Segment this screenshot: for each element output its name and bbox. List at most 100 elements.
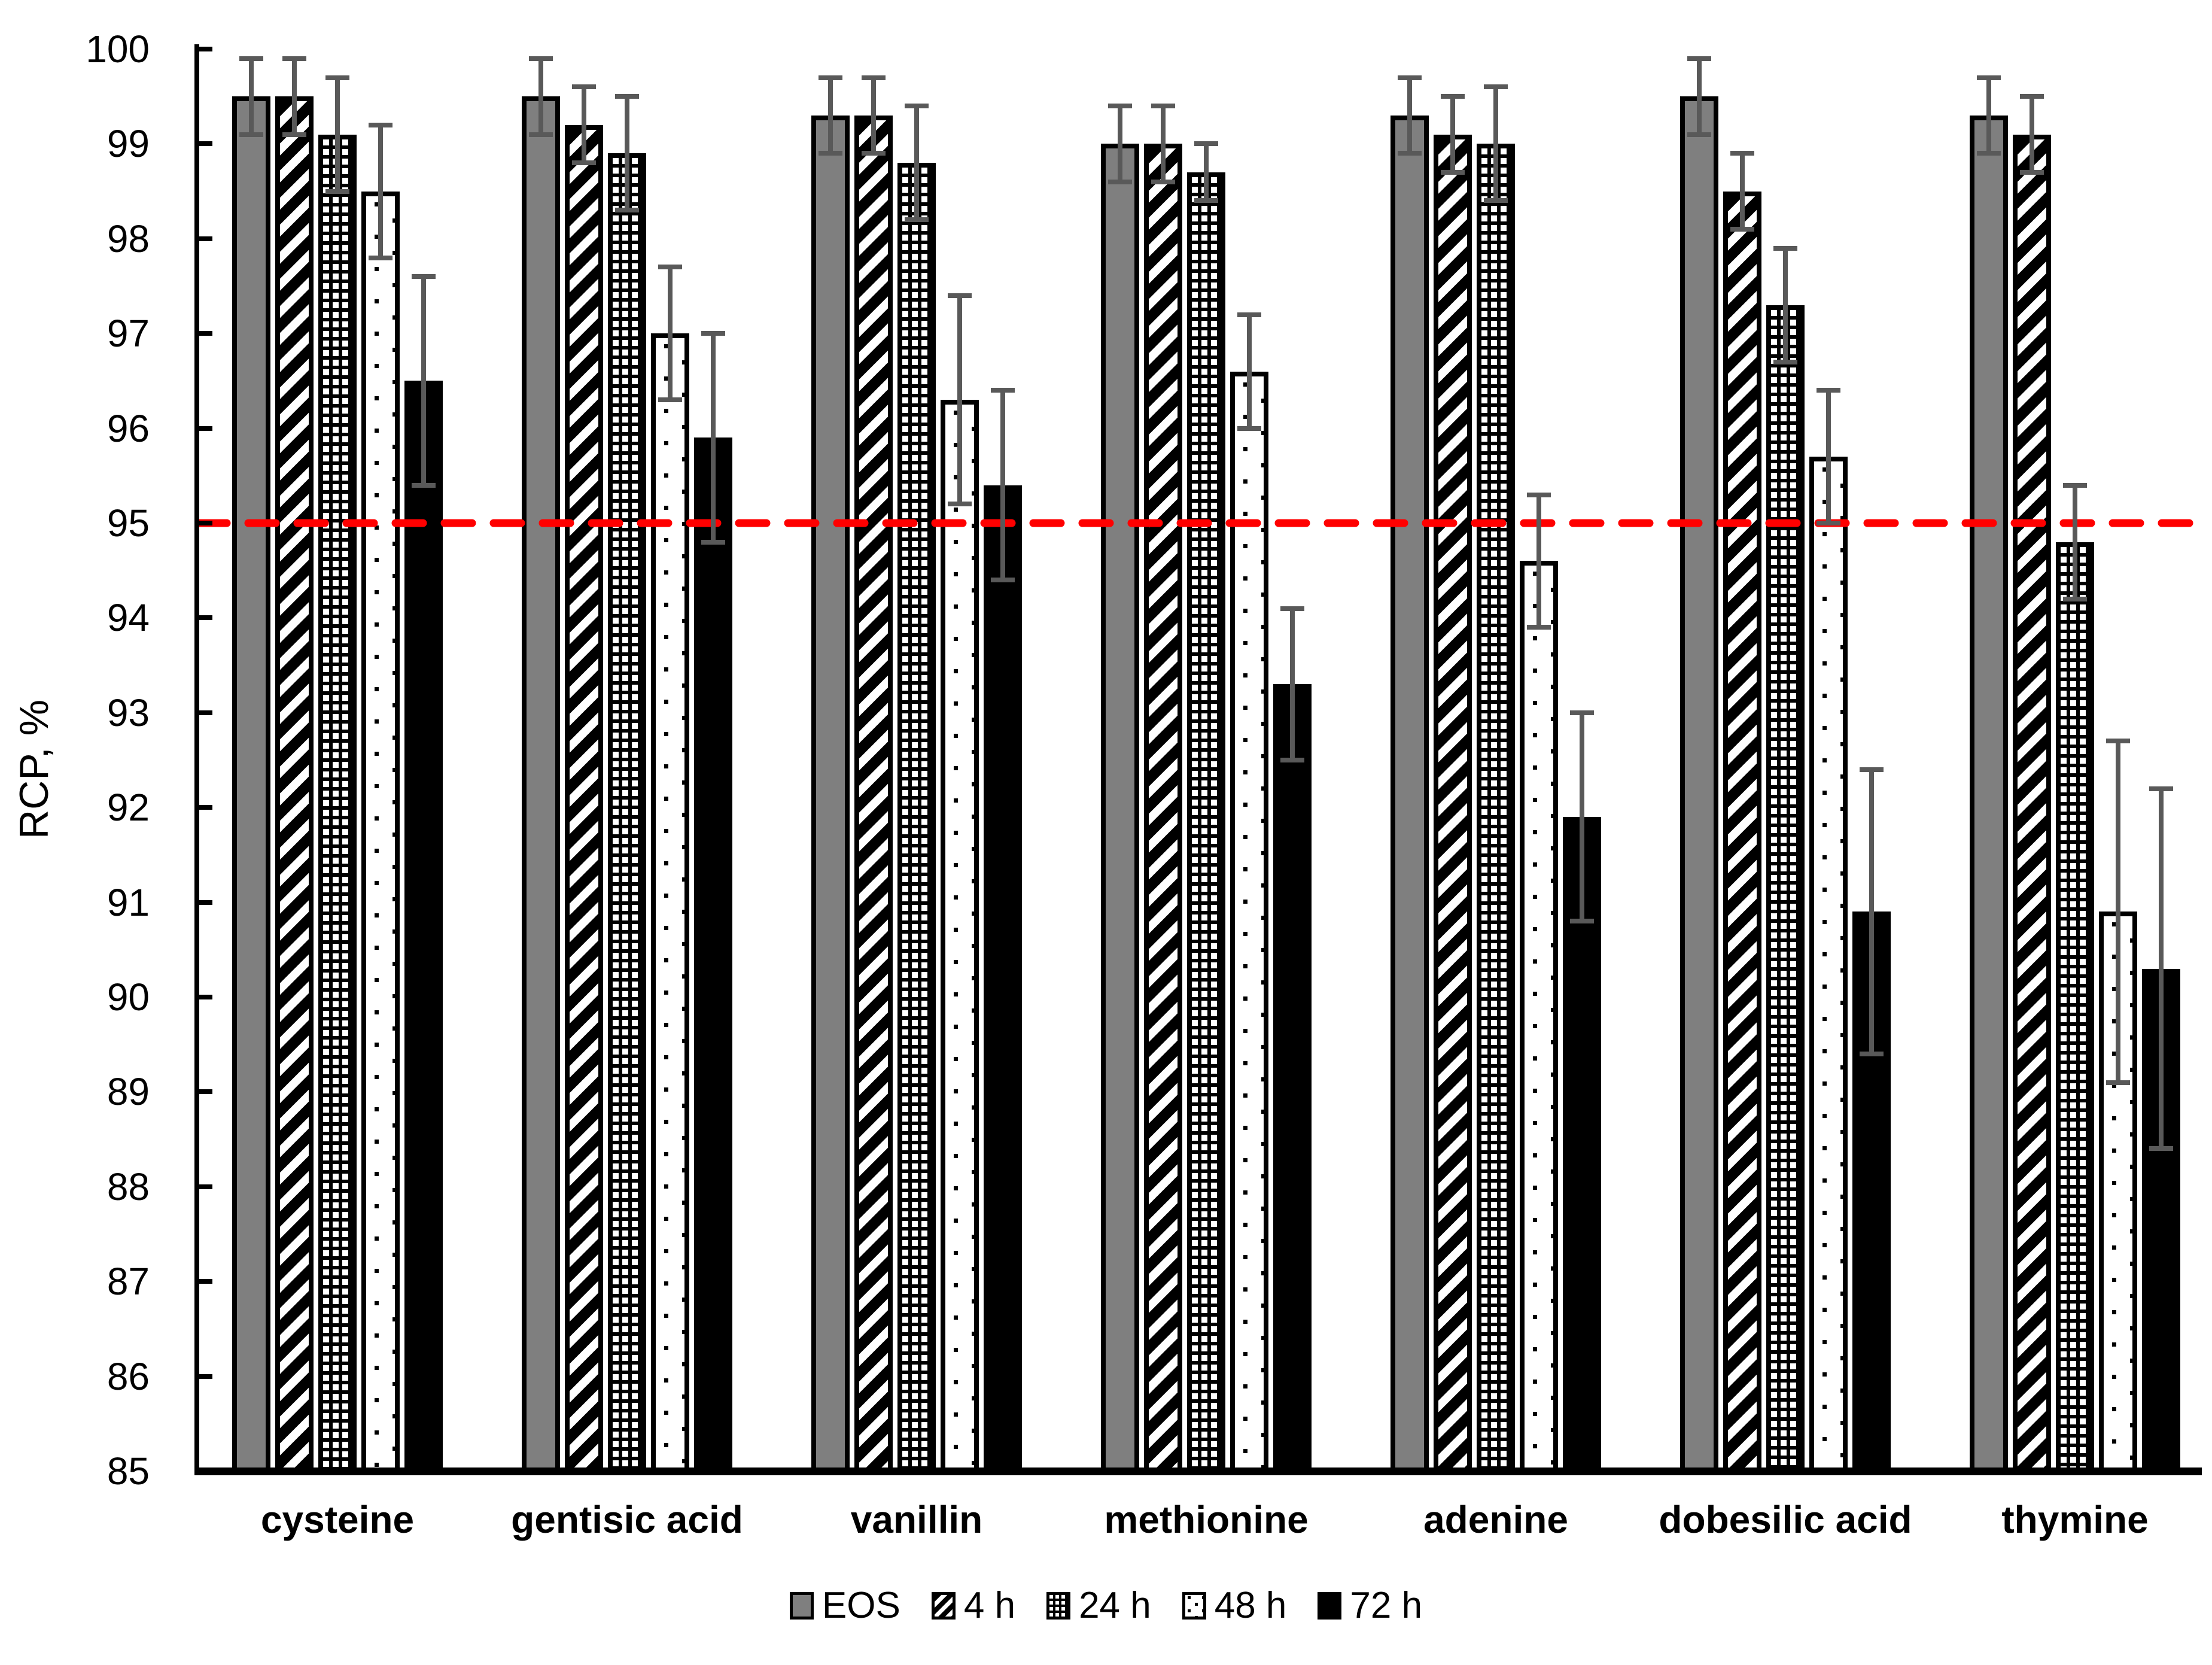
error-bar-stem-72-h-vanillin: [1000, 390, 1005, 580]
bar-4-h-dobesilic-acid: [1723, 191, 1761, 1473]
error-bar-cap-top-4-h-gentisic-acid: [572, 84, 596, 90]
error-bar-cap-bottom-eos-methionine: [1108, 179, 1132, 184]
y-tick-label-88: 88: [107, 1165, 150, 1208]
bar-4-h-adenine: [1434, 134, 1472, 1473]
error-bar-cap-bottom-24-h-cysteine: [325, 189, 349, 194]
bar-72-h-vanillin: [984, 485, 1022, 1473]
error-bar-stem-72-h-adenine: [1580, 712, 1584, 922]
error-bar-cap-bottom-eos-gentisic-acid: [529, 132, 553, 137]
error-bar-cap-top-72-h-methionine: [1280, 606, 1304, 611]
y-axis-title: RCP, %: [11, 699, 57, 839]
bar-24-h-methionine: [1187, 172, 1225, 1473]
error-bar-stem-4-h-adenine: [1450, 96, 1455, 172]
error-bar-cap-top-eos-adenine: [1398, 75, 1422, 80]
legend-label-24-h: 24 h: [1079, 1585, 1151, 1626]
error-bar-cap-bottom-72-h-methionine: [1280, 758, 1304, 762]
error-bar-cap-top-72-h-gentisic-acid: [701, 331, 725, 336]
error-bar-cap-top-eos-thymine: [1977, 75, 2001, 80]
y-tick-mark-87: [199, 1279, 212, 1284]
legend-swatch-eos-icon: [789, 1592, 814, 1620]
y-tick-mark-100: [199, 47, 212, 51]
error-bar-cap-top-72-h-vanillin: [991, 388, 1015, 393]
bar-24-h-dobesilic-acid: [1766, 305, 1805, 1473]
error-bar-stem-48-h-dobesilic-acid: [1826, 390, 1831, 523]
bar-eos-methionine: [1101, 144, 1139, 1473]
y-tick-mark-90: [199, 995, 212, 999]
error-bar-cap-bottom-4-h-gentisic-acid: [572, 160, 596, 166]
error-bar-cap-bottom-4-h-cysteine: [282, 132, 306, 137]
legend-swatch-48-h-icon: [1182, 1592, 1206, 1620]
error-bar-cap-bottom-48-h-dobesilic-acid: [1817, 521, 1840, 525]
bar-eos-thymine: [1970, 115, 2008, 1473]
error-bar-cap-top-48-h-adenine: [1527, 492, 1551, 497]
y-tick-mark-93: [199, 710, 212, 715]
error-bar-cap-top-72-h-cysteine: [412, 274, 436, 279]
error-bar-cap-bottom-eos-cysteine: [239, 132, 263, 137]
error-bar-cap-top-48-h-vanillin: [948, 293, 972, 298]
error-bar-stem-eos-adenine: [1407, 77, 1412, 154]
legend-item-72-h: 72 h: [1318, 1587, 1422, 1624]
error-bar-stem-eos-vanillin: [828, 77, 833, 154]
error-bar-cap-bottom-4-h-methionine: [1151, 179, 1175, 184]
bar-4-h-cysteine: [275, 96, 314, 1473]
bar-48-h-vanillin: [941, 400, 979, 1473]
error-bar-cap-top-24-h-vanillin: [905, 104, 929, 108]
error-bar-cap-bottom-24-h-adenine: [1484, 198, 1508, 203]
error-bar-cap-bottom-4-h-thymine: [2020, 169, 2044, 175]
bar-24-h-gentisic-acid: [608, 153, 646, 1473]
error-bar-cap-bottom-72-h-adenine: [1570, 919, 1594, 924]
bar-48-h-gentisic-acid: [651, 333, 689, 1473]
error-bar-stem-24-h-gentisic-acid: [625, 96, 629, 211]
error-bar-cap-top-24-h-gentisic-acid: [615, 94, 639, 99]
error-bar-cap-top-eos-gentisic-acid: [529, 56, 553, 61]
error-bar-cap-bottom-24-h-methionine: [1194, 198, 1218, 203]
y-tick-label-85: 85: [107, 1450, 150, 1493]
error-bar-cap-bottom-48-h-adenine: [1527, 625, 1551, 630]
y-tick-label-91: 91: [107, 880, 150, 924]
legend-item-24-h: 24 h: [1046, 1587, 1151, 1624]
bar-24-h-cysteine: [318, 134, 357, 1473]
bar-72-h-gentisic-acid: [694, 437, 732, 1473]
error-bar-cap-bottom-eos-dobesilic-acid: [1687, 132, 1711, 137]
y-tick-label-98: 98: [107, 217, 150, 260]
legend-item-48-h: 48 h: [1182, 1587, 1286, 1624]
error-bar-stem-72-h-cysteine: [421, 277, 426, 485]
error-bar-cap-top-eos-vanillin: [819, 75, 842, 80]
bar-eos-vanillin: [811, 115, 850, 1473]
bar-48-h-cysteine: [361, 191, 400, 1473]
error-bar-stem-4-h-thymine: [2030, 96, 2034, 172]
y-tick-mark-91: [199, 900, 212, 905]
error-bar-stem-24-h-thymine: [2073, 485, 2077, 599]
category-label-methionine: methionine: [1104, 1498, 1309, 1541]
error-bar-stem-72-h-thymine: [2159, 788, 2164, 1149]
legend-item-4-h: 4 h: [931, 1587, 1015, 1624]
y-tick-mark-94: [199, 615, 212, 621]
error-bar-cap-bottom-4-h-vanillin: [862, 151, 886, 156]
legend-swatch-24-h-icon: [1046, 1592, 1071, 1620]
error-bar-cap-bottom-48-h-methionine: [1237, 426, 1261, 431]
error-bar-cap-bottom-4-h-dobesilic-acid: [1730, 227, 1754, 232]
x-axis-line: [194, 1467, 2202, 1475]
bar-72-h-methionine: [1273, 684, 1312, 1473]
error-bar-cap-bottom-24-h-gentisic-acid: [615, 208, 639, 213]
bar-72-h-cysteine: [404, 381, 443, 1473]
error-bar-stem-48-h-vanillin: [957, 295, 962, 505]
y-tick-mark-97: [199, 331, 212, 336]
bar-24-h-vanillin: [897, 163, 936, 1473]
y-tick-mark-92: [199, 805, 212, 810]
error-bar-stem-48-h-gentisic-acid: [668, 267, 673, 400]
error-bar-stem-24-h-methionine: [1204, 144, 1209, 201]
error-bar-cap-top-48-h-methionine: [1237, 312, 1261, 317]
y-tick-label-96: 96: [107, 406, 150, 450]
error-bar-cap-top-eos-cysteine: [239, 56, 263, 61]
error-bar-cap-top-eos-dobesilic-acid: [1687, 56, 1711, 61]
error-bar-cap-bottom-eos-thymine: [1977, 151, 2001, 156]
y-tick-label-92: 92: [107, 786, 150, 830]
legend-item-eos: EOS: [789, 1587, 900, 1624]
legend-label-72-h: 72 h: [1350, 1585, 1423, 1626]
error-bar-cap-bottom-48-h-thymine: [2106, 1080, 2130, 1085]
error-bar-stem-48-h-thymine: [2116, 741, 2120, 1083]
error-bar-cap-top-eos-methionine: [1108, 104, 1132, 108]
y-tick-label-100: 100: [86, 28, 150, 71]
